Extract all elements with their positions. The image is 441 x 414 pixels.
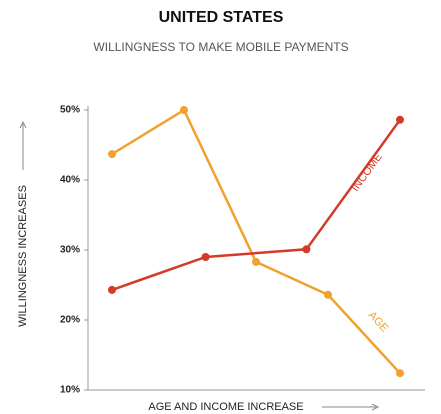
data-point [396,369,404,378]
x-axis-label: AGE AND INCOME INCREASE [148,401,303,413]
data-point [252,257,260,266]
series-line [111,108,401,375]
y-arrow-head [19,120,27,129]
series-line [111,119,402,292]
data-point [180,106,188,114]
series-label: AGE [366,309,391,334]
y-tick-label: 10% [60,385,80,396]
data-point [324,290,332,299]
y-tick-label: 40% [60,175,80,186]
data-point [396,115,404,124]
y-axis-label: WILLINGNESS INCREASES [17,185,29,327]
chart-title: UNITED STATES [159,9,284,26]
y-tick-label: 50% [60,105,80,116]
y-tick-label: 20% [60,315,80,326]
data-point [108,285,116,294]
x-arrow-head [371,403,380,411]
y-tick-label: 30% [60,245,80,256]
series-label: INCOME [349,151,385,194]
chart-subtitle: WILLINGNESS TO MAKE MOBILE PAYMENTS [93,40,348,54]
data-point [108,150,116,159]
data-point [201,253,210,261]
data-point [302,245,311,254]
